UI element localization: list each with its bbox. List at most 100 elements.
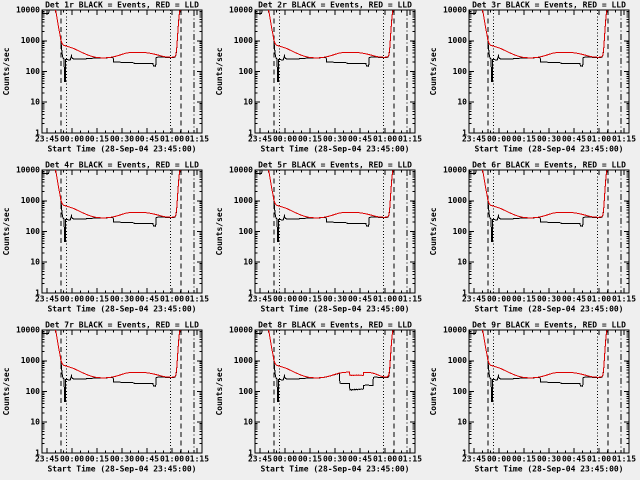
events-series [41,330,181,403]
events-series [468,330,607,403]
y-tick-label: 10000 [443,326,467,335]
x-tick-label: 00:00 [60,454,84,463]
x-tick-label: 00:30 [323,134,347,143]
plot-title: Det 5r BLACK = Events, RED = LLD [258,161,412,170]
y-axis-label: Counts/sec [215,207,224,255]
x-tick-label: 01:00 [373,454,397,463]
events-series [41,170,181,243]
y-tick-label: 10 [30,418,40,427]
x-tick-label: 00:15 [298,134,322,143]
x-tick-label: 00:15 [85,134,109,143]
y-axis-label: Counts/sec [429,207,438,255]
x-tick-label: 00:00 [60,294,84,303]
x-tick-label: 00:30 [110,294,134,303]
events-series [468,10,607,83]
plot-title: Det 3r BLACK = Events, RED = LLD [472,1,626,10]
y-tick-label: 100 [239,227,254,236]
x-tick-label: 00:30 [110,134,134,143]
y-tick-label: 10000 [229,6,253,15]
lld-series [54,10,181,59]
x-tick-label: 01:15 [398,294,422,303]
x-axis-label: Start Time (28-Sep-04 23:45:00) [47,303,196,313]
plot-title: Det 2r BLACK = Events, RED = LLD [258,1,412,10]
detector-panel-8: 23:45 00:00 00:15 00:30 00:45 01:00 01:15 1 10 10… [213,320,426,480]
detector-plot-9: 23:45 00:00 00:15 00:30 00:45 01:00 01:15 1 10 10… [429,321,636,474]
y-tick-label: 100 [26,67,41,76]
events-series [468,170,607,243]
y-tick-label: 1000 [447,356,466,365]
events-series [255,10,394,83]
detector-plot-4: 23:45 00:00 00:15 00:30 00:45 01:00 01:15 1 10 10… [2,161,209,314]
detector-panel-3: 23:45 00:00 00:15 00:30 00:45 01:00 01:15 1 10 10… [427,0,640,160]
x-tick-label: 00:30 [323,294,347,303]
detector-plot-2: 23:45 00:00 00:15 00:30 00:45 01:00 01:15 1 10 10… [215,1,422,154]
y-tick-label: 100 [452,227,467,236]
y-tick-label: 1 [462,448,467,457]
lld-series [481,330,608,379]
y-tick-label: 1 [35,288,40,297]
x-axis-label: Start Time (28-Sep-04 23:45:00) [261,463,410,473]
x-axis-label: Start Time (28-Sep-04 23:45:00) [47,143,196,153]
y-axis-label: Counts/sec [215,367,224,415]
y-tick-label: 100 [239,387,254,396]
y-tick-label: 10000 [229,326,253,335]
y-axis-label: Counts/sec [215,47,224,95]
x-tick-label: 00:45 [562,294,586,303]
y-tick-label: 10000 [443,6,467,15]
y-tick-label: 10 [457,418,467,427]
x-tick-label: 00:30 [537,454,561,463]
x-tick-label: 00:30 [537,294,561,303]
y-tick-label: 1 [462,288,467,297]
x-tick-label: 00:45 [135,294,159,303]
lld-series [268,170,394,219]
y-tick-label: 10000 [16,166,40,175]
x-tick-label: 00:30 [537,134,561,143]
x-tick-label: 00:15 [298,294,322,303]
detector-panel-7: 23:45 00:00 00:15 00:30 00:45 01:00 01:15 1 10 10… [0,320,213,480]
detector-plot-6: 23:45 00:00 00:15 00:30 00:45 01:00 01:15 1 10 10… [429,161,636,314]
x-tick-label: 00:45 [348,134,372,143]
lld-series [481,10,608,59]
y-tick-label: 1 [35,128,40,137]
lld-series [268,330,394,379]
y-tick-label: 10000 [443,166,467,175]
detector-plot-8: 23:45 00:00 00:15 00:30 00:45 01:00 01:15 1 10 10… [215,321,422,474]
y-tick-label: 1000 [234,356,253,365]
detector-plot-5: 23:45 00:00 00:15 00:30 00:45 01:00 01:15 1 10 10… [215,161,422,314]
x-tick-label: 01:00 [160,294,184,303]
y-tick-label: 100 [452,67,467,76]
x-tick-label: 23:45 [248,294,272,303]
y-tick-label: 10000 [16,326,40,335]
x-tick-label: 01:15 [612,454,636,463]
y-axis-label: Counts/sec [2,207,11,255]
y-tick-label: 100 [452,387,467,396]
x-axis-label: Start Time (28-Sep-04 23:45:00) [474,143,623,153]
y-axis-label: Counts/sec [429,367,438,415]
x-tick-label: 00:45 [135,134,159,143]
x-tick-label: 01:15 [185,454,209,463]
detector-panel-6: 23:45 00:00 00:15 00:30 00:45 01:00 01:15 1 10 10… [427,160,640,320]
plot-title: Det 1r BLACK = Events, RED = LLD [45,1,199,10]
y-tick-label: 10 [457,98,467,107]
x-tick-label: 23:45 [248,454,272,463]
events-series [41,10,181,83]
y-tick-label: 100 [26,387,41,396]
y-tick-label: 10 [30,98,40,107]
x-tick-label: 23:45 [35,294,59,303]
detector-panel-2: 23:45 00:00 00:15 00:30 00:45 01:00 01:15 1 10 10… [213,0,426,160]
x-tick-label: 01:15 [398,134,422,143]
x-tick-label: 00:45 [135,454,159,463]
x-tick-label: 00:00 [273,134,297,143]
lld-series [268,10,394,59]
y-tick-label: 1000 [21,356,40,365]
x-tick-label: 00:15 [298,454,322,463]
detector-plot-3: 23:45 00:00 00:15 00:30 00:45 01:00 01:15 1 10 10… [429,1,636,154]
y-tick-label: 1 [249,288,254,297]
y-tick-label: 1 [249,128,254,137]
detector-panel-1: 23:45 00:00 00:15 00:30 00:45 01:00 01:15 1 10 10… [0,0,213,160]
x-tick-label: 00:45 [348,454,372,463]
x-tick-label: 00:45 [562,134,586,143]
y-tick-label: 1000 [21,36,40,45]
x-tick-label: 00:30 [323,454,347,463]
